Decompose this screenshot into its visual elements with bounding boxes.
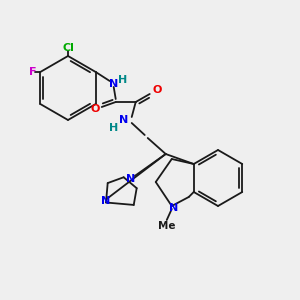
Text: F: F <box>28 67 36 77</box>
Text: Me: Me <box>158 221 175 231</box>
Text: N: N <box>109 79 118 89</box>
Text: N: N <box>101 196 111 206</box>
Text: H: H <box>109 123 118 133</box>
Text: O: O <box>152 85 161 95</box>
Text: O: O <box>90 104 99 114</box>
Text: Cl: Cl <box>62 43 74 53</box>
Text: N: N <box>119 115 128 125</box>
Text: N: N <box>169 203 178 213</box>
Text: H: H <box>118 75 127 85</box>
Text: N: N <box>126 174 135 184</box>
